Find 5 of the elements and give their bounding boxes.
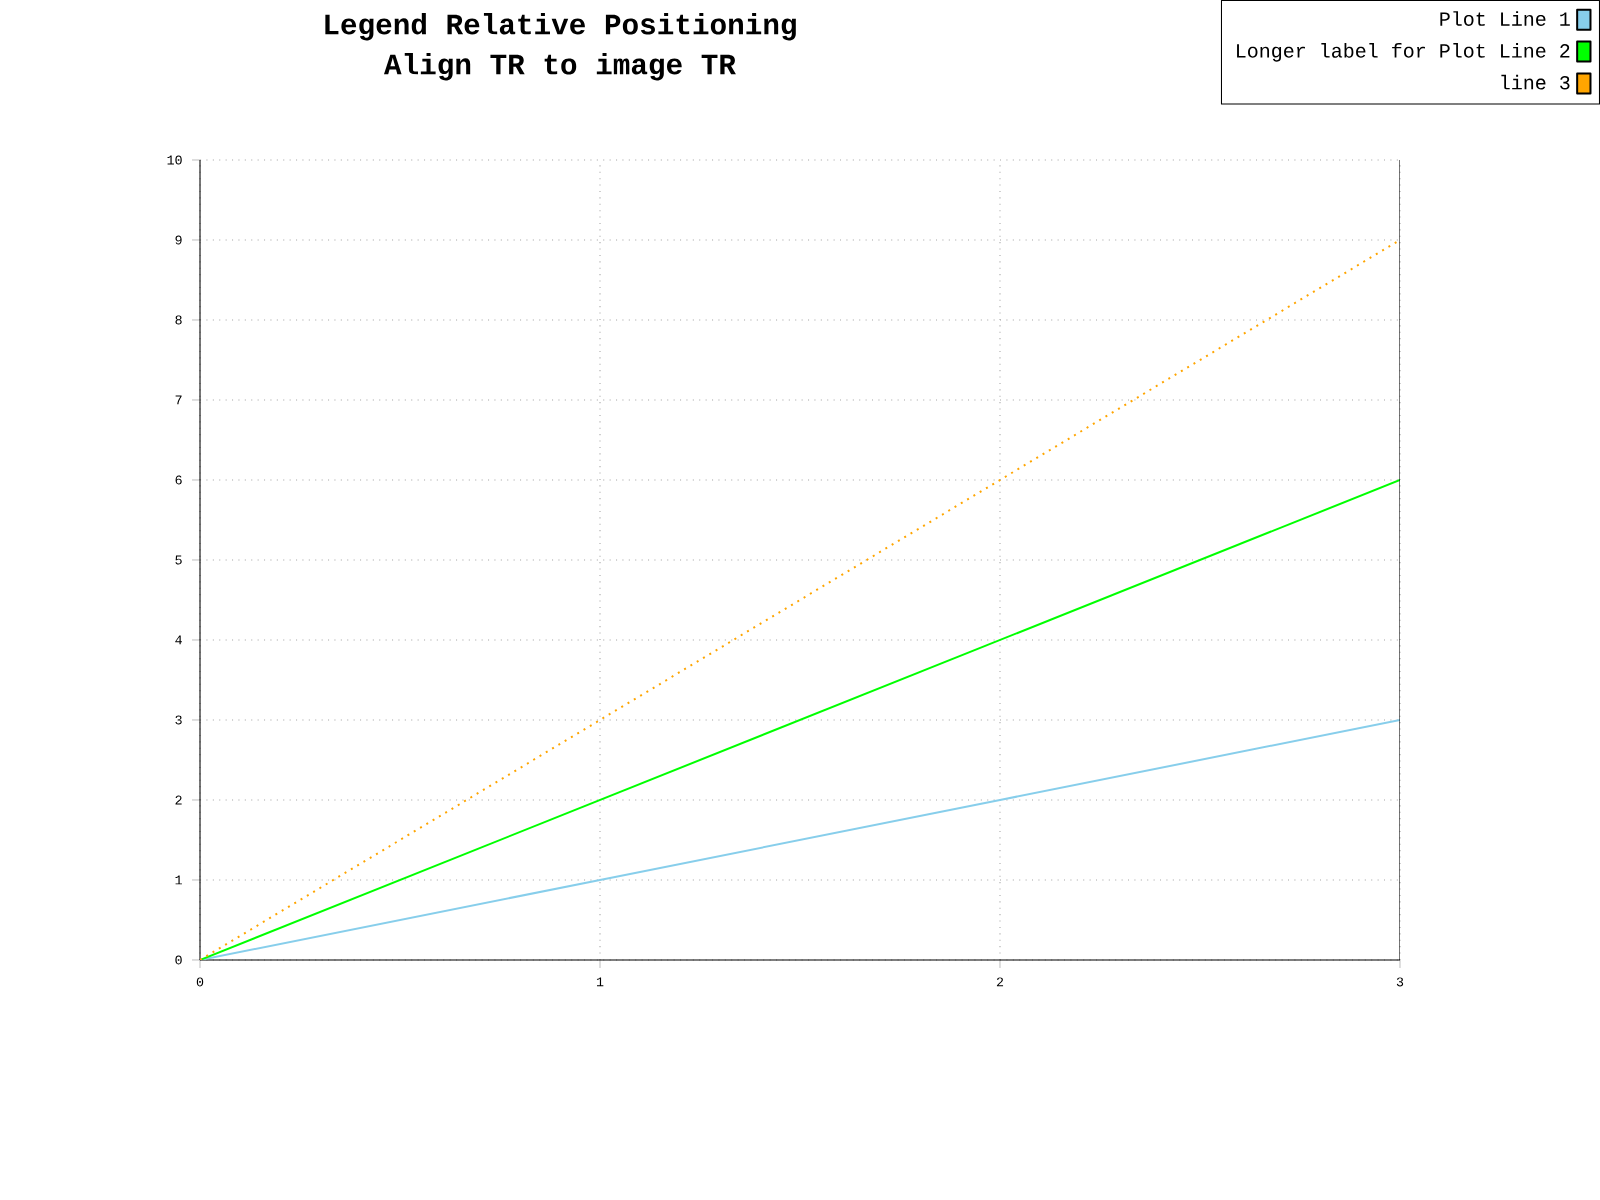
legend-label: Longer label for Plot Line 2 bbox=[1237, 43, 1570, 62]
legend-label: Plot Line 1 bbox=[1440, 11, 1570, 26]
legend-label: line 3 bbox=[1501, 74, 1570, 90]
chart-title: Legend Relative Positioning bbox=[325, 12, 796, 41]
chart-subtitle: Align TR to image TR bbox=[383, 52, 736, 81]
